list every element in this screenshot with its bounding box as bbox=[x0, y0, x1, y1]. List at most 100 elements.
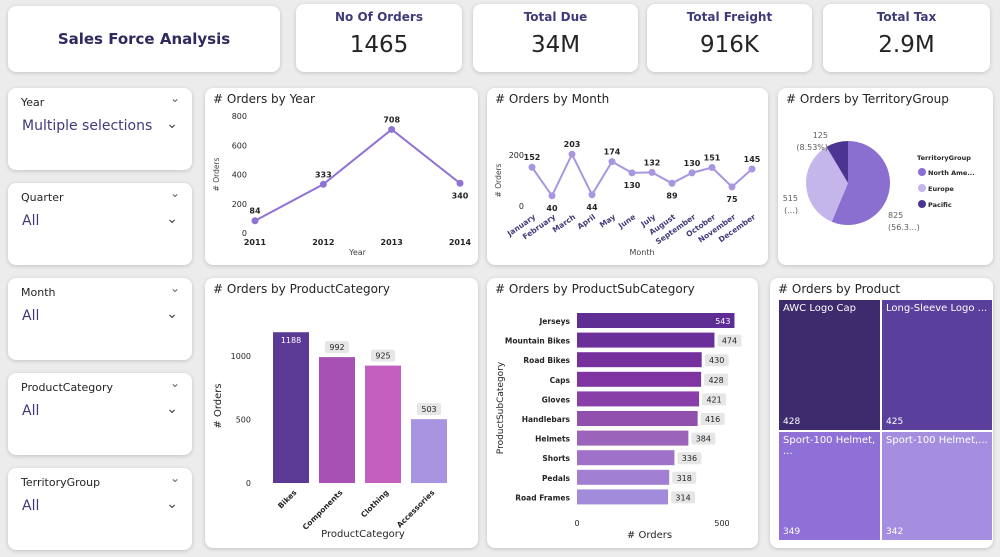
data-label-bg bbox=[691, 432, 716, 445]
data-label: 130 bbox=[684, 159, 701, 168]
data-label: 421 bbox=[706, 395, 721, 404]
data-label: 314 bbox=[675, 493, 690, 502]
chevron-down-icon[interactable]: ⌄ bbox=[166, 211, 178, 227]
chevron-up-icon[interactable]: ⌄ bbox=[169, 91, 180, 105]
data-label: 132 bbox=[644, 158, 661, 167]
data-label-bg bbox=[371, 349, 395, 362]
chevron-up-icon[interactable]: ⌄ bbox=[169, 376, 180, 390]
slicer-label: Year bbox=[21, 96, 45, 109]
data-point bbox=[319, 180, 327, 188]
slicer-value[interactable]: Multiple selections bbox=[22, 118, 153, 134]
data-label: 174 bbox=[604, 148, 621, 157]
tile-value: 428 bbox=[783, 417, 801, 427]
data-label: 84 bbox=[249, 207, 261, 216]
x-tick-label: April bbox=[576, 212, 598, 231]
legend-item: North Ame... bbox=[928, 169, 975, 177]
slicer-value[interactable]: All bbox=[22, 308, 40, 324]
y-tick-label: Road Frames bbox=[515, 493, 570, 502]
kpi-total-due: Total Due 34M bbox=[473, 4, 638, 72]
chevron-down-icon[interactable]: ⌄ bbox=[166, 496, 178, 512]
treemap-tile[interactable]: Sport-100 Helmet, ... 349 bbox=[779, 432, 880, 540]
data-point bbox=[456, 179, 464, 187]
chevron-down-icon[interactable]: ⌄ bbox=[166, 116, 178, 132]
bar-pedals bbox=[577, 469, 670, 485]
tile-value: 342 bbox=[886, 527, 904, 537]
data-label: 203 bbox=[564, 140, 581, 149]
data-label-bg bbox=[700, 413, 725, 425]
bar-handlebars bbox=[577, 411, 698, 426]
chevron-down-icon[interactable]: ⌄ bbox=[166, 401, 178, 417]
title-text: Sales Force Analysis bbox=[57, 30, 231, 48]
chart-title: # Orders by Product bbox=[778, 282, 901, 296]
slicer-label: Quarter bbox=[21, 191, 64, 204]
y-tick-label: 600 bbox=[232, 141, 247, 150]
data-label: 318 bbox=[677, 474, 692, 483]
y-axis-title: # Orders bbox=[213, 383, 224, 428]
tile-label: Sport-100 Helmet,... bbox=[886, 435, 988, 446]
y-tick-label: Shorts bbox=[542, 454, 570, 463]
y-tick-label: 0 bbox=[246, 479, 251, 488]
chart-title: # Orders by ProductSubCategory bbox=[495, 282, 695, 296]
chevron-up-icon[interactable]: ⌄ bbox=[169, 281, 180, 295]
data-label: 708 bbox=[383, 115, 400, 124]
data-label: 428 bbox=[708, 376, 723, 385]
data-label-pct: (8.53%) bbox=[796, 143, 828, 152]
data-point bbox=[608, 158, 616, 166]
slicer-territorygroup[interactable]: TerritoryGroup ⌄ All ⌄ bbox=[8, 468, 192, 550]
treemap-tile[interactable]: Long-Sleeve Logo ... 425 bbox=[882, 300, 992, 430]
treemap-tile[interactable]: Sport-100 Helmet,... 342 bbox=[882, 432, 992, 540]
slicer-quarter[interactable]: Quarter ⌄ All ⌄ bbox=[8, 183, 192, 265]
tile-value: 349 bbox=[783, 527, 801, 537]
chart-title: # Orders by TerritoryGroup bbox=[786, 92, 949, 106]
slicer-year[interactable]: Year ⌄ Multiple selections ⌄ bbox=[8, 88, 192, 170]
data-label: 130 bbox=[624, 181, 641, 190]
data-label: 543 bbox=[715, 317, 730, 326]
slicer-value[interactable]: All bbox=[22, 498, 40, 514]
data-label: 44 bbox=[586, 203, 598, 212]
slicer-month[interactable]: Month ⌄ All ⌄ bbox=[8, 278, 192, 360]
data-label: 145 bbox=[744, 155, 761, 164]
orders-by-product-chart: # Orders by Product AWC Logo Cap 428 Long-S… bbox=[770, 278, 993, 548]
kpi-label: Total Due bbox=[523, 10, 588, 24]
data-point bbox=[528, 163, 536, 171]
y-tick-label: Mountain Bikes bbox=[505, 337, 571, 346]
kpi-orders: No Of Orders 1465 bbox=[296, 4, 462, 72]
data-label: 152 bbox=[524, 153, 541, 162]
y-tick-label: 0 bbox=[519, 202, 524, 211]
kpi-value: 1465 bbox=[349, 32, 409, 58]
chevron-up-icon[interactable]: ⌄ bbox=[169, 186, 180, 200]
y-tick-label: Handlebars bbox=[522, 415, 571, 424]
data-label: 40 bbox=[546, 204, 558, 213]
slicer-value[interactable]: All bbox=[22, 403, 40, 419]
slicer-label: Month bbox=[21, 286, 56, 299]
bar-bikes bbox=[273, 332, 309, 483]
slicer-productcategory[interactable]: ProductCategory ⌄ All ⌄ bbox=[8, 373, 192, 455]
x-tick-label: 2011 bbox=[244, 238, 267, 247]
chevron-up-icon[interactable]: ⌄ bbox=[169, 471, 180, 485]
legend-marker bbox=[918, 184, 926, 192]
chevron-down-icon[interactable]: ⌄ bbox=[166, 306, 178, 322]
data-point bbox=[728, 183, 736, 191]
bar-components bbox=[319, 357, 355, 483]
data-label-bg bbox=[702, 393, 727, 406]
data-label: 89 bbox=[666, 191, 678, 200]
bar-road-frames bbox=[577, 489, 669, 505]
dashboard-title: Sales Force Analysis bbox=[8, 6, 280, 72]
x-tick-label: 500 bbox=[714, 519, 729, 528]
data-label-pct: (56.3...) bbox=[888, 223, 920, 232]
data-label: 384 bbox=[696, 435, 711, 444]
data-label-bg bbox=[704, 373, 729, 386]
kpi-value: 2.9M bbox=[878, 32, 935, 58]
treemap-tile[interactable]: AWC Logo Cap 428 bbox=[779, 300, 880, 430]
bar-helmets bbox=[577, 430, 689, 446]
kpi-value: 34M bbox=[530, 32, 581, 58]
slicer-value[interactable]: All bbox=[22, 213, 40, 229]
orders-by-category-chart: # Orders by ProductCategory 0 500 1000 1188 B… bbox=[205, 278, 478, 548]
x-tick-label: 0 bbox=[574, 519, 579, 528]
data-point bbox=[688, 169, 696, 177]
orders-by-subcategory-chart: # Orders by ProductSubCategory Jerseys 543… bbox=[487, 278, 758, 548]
data-point bbox=[708, 163, 716, 171]
data-label: 515 bbox=[783, 194, 798, 203]
bar-jerseys bbox=[577, 313, 735, 328]
pie-slice-europe bbox=[806, 146, 848, 222]
